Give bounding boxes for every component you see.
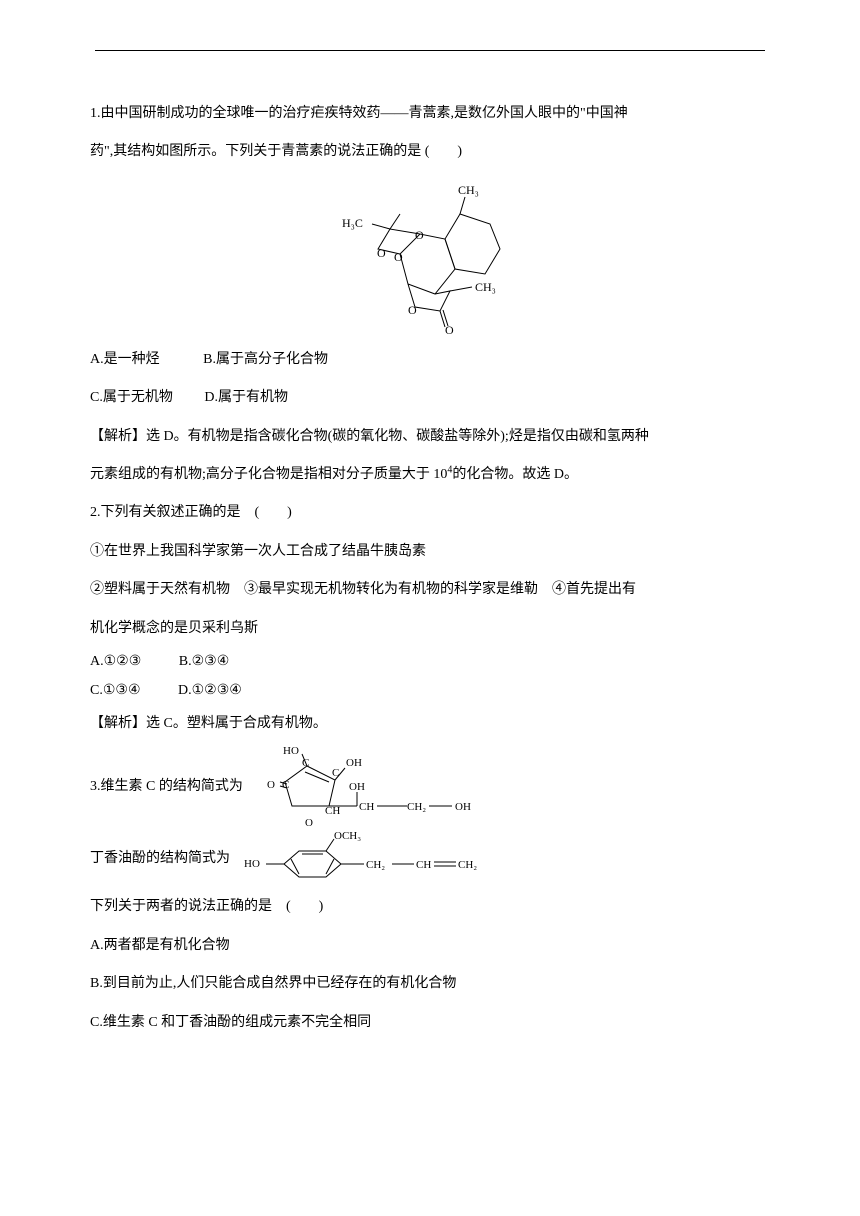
lbl: CH₂ xyxy=(458,859,477,871)
q1-stem-line2: 药",其结构如图所示。下列关于青蒿素的说法正确的是 ( ) xyxy=(90,134,770,170)
lbl: OH xyxy=(346,757,362,769)
q2-optD: D.①②③④ xyxy=(178,683,242,698)
q3-row1: 3.维生素 C 的结构简式为 HO C C OH O C xyxy=(90,744,770,829)
o-label: O xyxy=(394,250,403,264)
eugenol-structure: OCH₃ HO CH₂ CH CH₂ xyxy=(234,829,494,889)
q1-options-row2: C.属于无机物 D.属于有机物 xyxy=(90,380,770,416)
o-label: O xyxy=(408,303,417,317)
vitamin-c-structure: HO C C OH O C CH CH OH CH₂ OH O xyxy=(247,744,487,829)
lbl: CH xyxy=(416,859,431,871)
q3-optB: B.到目前为止,人们只能合成自然界中已经存在的有机化合物 xyxy=(90,966,770,1002)
q2-s2: ②塑料属于天然有机物 ③最早实现无机物转化为有机物的科学家是维勒 ④首先提出有 xyxy=(90,572,770,608)
q3-lead2: 丁香油酚的结构简式为 xyxy=(90,841,230,877)
q1-answer-line2: 元素组成的有机物;高分子化合物是指相对分子质量大于 104的化合物。故选 D。 xyxy=(90,457,770,493)
q2-answer: 【解析】选 C。塑料属于合成有机物。 xyxy=(90,706,770,742)
lbl: CH₂ xyxy=(366,859,385,871)
q2-options-row2: C.①③④ D.①②③④ xyxy=(90,678,770,705)
q1-structure-diagram: CH₃ H₃C CH₃ O O O O O xyxy=(90,179,770,334)
lbl: HO xyxy=(283,745,299,757)
q3-lead1: 3.维生素 C 的结构简式为 xyxy=(90,769,243,805)
lbl: OH xyxy=(455,801,471,813)
document-body: 1.由中国研制成功的全球唯一的治疗疟疾特效药——青蒿素,是数亿外国人眼中的"中国… xyxy=(90,96,770,1041)
q2-s1: ①在世界上我国科学家第一次人工合成了结晶牛胰岛素 xyxy=(90,534,770,570)
q1-optA: A.是一种烃 xyxy=(90,352,160,367)
ans-text: 的化合物。故选 D。 xyxy=(452,467,578,482)
lbl: OH xyxy=(349,781,365,793)
lbl: CH xyxy=(359,801,374,813)
o-label: O xyxy=(445,323,454,334)
lbl: O xyxy=(305,817,313,829)
q2-optC: C.①③④ xyxy=(90,683,141,698)
h3c-label: H₃C xyxy=(342,216,363,230)
q1-options-row1: A.是一种烃 B.属于高分子化合物 xyxy=(90,342,770,378)
o-label: O xyxy=(415,228,424,242)
o-label: O xyxy=(377,246,386,260)
q2-optA: A.①②③ xyxy=(90,654,141,669)
lbl: OCH₃ xyxy=(334,830,361,842)
q2-stem: 2.下列有关叙述正确的是 ( ) xyxy=(90,495,770,531)
lbl: C xyxy=(302,757,309,769)
q1-optD: D.属于有机物 xyxy=(204,390,288,405)
q2-optB: B.②③④ xyxy=(179,654,230,669)
q3-line3: 下列关于两者的说法正确的是 ( ) xyxy=(90,889,770,925)
q1-answer-line1: 【解析】选 D。有机物是指含碳化合物(碳的氧化物、碳酸盐等除外);烃是指仅由碳和… xyxy=(90,419,770,455)
lbl: CH xyxy=(325,805,340,817)
lbl: C xyxy=(332,767,339,779)
header-rule xyxy=(95,50,765,51)
q3-optC: C.维生素 C 和丁香油酚的组成元素不完全相同 xyxy=(90,1005,770,1041)
q1-optC: C.属于无机物 xyxy=(90,390,173,405)
lbl: C xyxy=(282,779,289,791)
ans-text: 元素组成的有机物;高分子化合物是指相对分子质量大于 10 xyxy=(90,467,447,482)
ch3-label: CH₃ xyxy=(475,280,496,294)
q3-row2: 丁香油酚的结构简式为 OCH₃ HO CH₂ CH CH₂ xyxy=(90,829,770,889)
lbl: CH₂ xyxy=(407,801,426,813)
q1-stem-line1: 1.由中国研制成功的全球唯一的治疗疟疾特效药——青蒿素,是数亿外国人眼中的"中国… xyxy=(90,96,770,132)
q2-options-row1: A.①②③ B.②③④ xyxy=(90,649,770,676)
q3-optA: A.两者都是有机化合物 xyxy=(90,928,770,964)
q2-s3: 机化学概念的是贝采利乌斯 xyxy=(90,611,770,647)
lbl: HO xyxy=(244,858,260,870)
lbl: O xyxy=(267,779,275,791)
ch3-label: CH₃ xyxy=(458,183,479,197)
q1-optB: B.属于高分子化合物 xyxy=(203,352,328,367)
